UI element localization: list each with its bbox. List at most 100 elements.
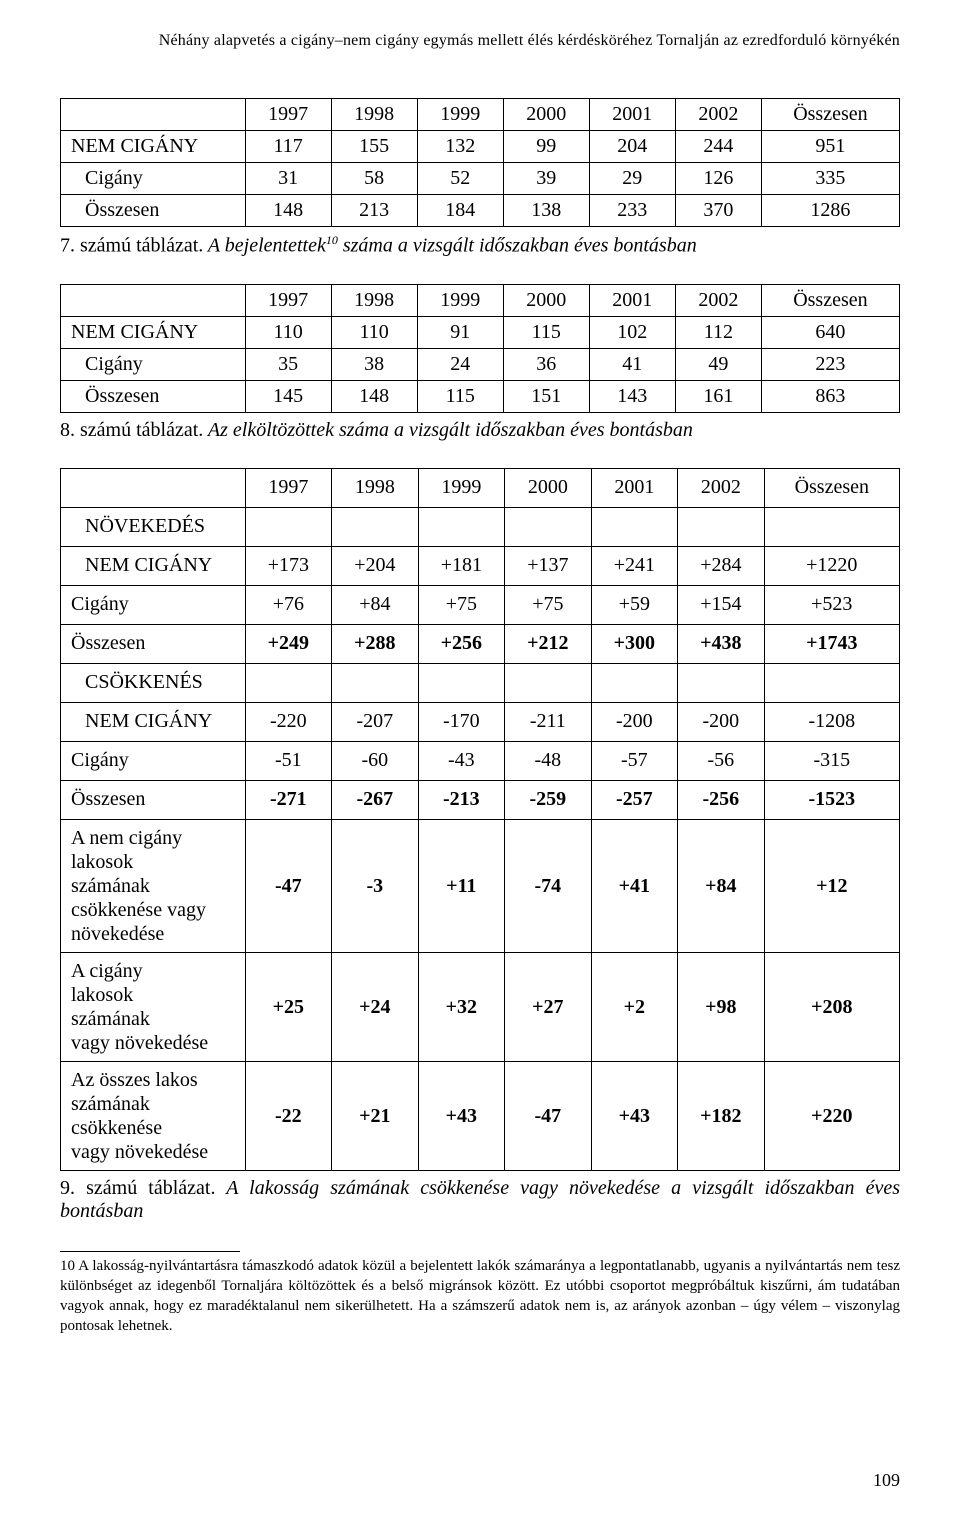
- footnote-text: 10 A lakosság-nyilvántartásra támaszkodó…: [60, 1256, 900, 1337]
- cell: +21: [332, 1061, 419, 1170]
- cell: 117: [245, 131, 331, 163]
- header-empty: [61, 468, 246, 507]
- cell: +75: [505, 585, 592, 624]
- cell: 951: [761, 131, 899, 163]
- cell: -47: [245, 819, 332, 952]
- cell: 29: [589, 163, 675, 195]
- table-7-caption: 7. számú táblázat. A bejelentettek10 szá…: [60, 233, 900, 258]
- cell: -1208: [764, 702, 899, 741]
- cell: 91: [417, 316, 503, 348]
- cell: 204: [589, 131, 675, 163]
- cell: +43: [591, 1061, 678, 1170]
- cell: -267: [332, 780, 419, 819]
- cell: 863: [761, 380, 899, 412]
- cell: +2: [591, 952, 678, 1061]
- cell: +75: [418, 585, 505, 624]
- cell: 35: [245, 348, 331, 380]
- row-label: Cigány: [61, 348, 246, 380]
- caption-prefix: 7. számú táblázat.: [60, 235, 203, 257]
- cell: +25: [245, 952, 332, 1061]
- cell: 24: [417, 348, 503, 380]
- cell: +220: [764, 1061, 899, 1170]
- header-year: 1999: [417, 99, 503, 131]
- cell: +98: [678, 952, 765, 1061]
- cell: 99: [503, 131, 589, 163]
- cell: 36: [503, 348, 589, 380]
- cell: 115: [417, 380, 503, 412]
- header-year: 1997: [245, 284, 331, 316]
- cell: 49: [675, 348, 761, 380]
- cell: 138: [503, 195, 589, 227]
- cell: -200: [591, 702, 678, 741]
- cell: +84: [678, 819, 765, 952]
- cell: -56: [678, 741, 765, 780]
- footnote-marker: 10: [326, 233, 338, 247]
- table-header-row: 1997 1998 1999 2000 2001 2002 Összesen: [61, 468, 900, 507]
- cell: +249: [245, 624, 332, 663]
- table-row: Cigány +76 +84 +75 +75 +59 +154 +523: [61, 585, 900, 624]
- row-label: Összesen: [61, 195, 246, 227]
- table-row: NEM CIGÁNY 110 110 91 115 102 112 640: [61, 316, 900, 348]
- cell: 370: [675, 195, 761, 227]
- cell: -3: [332, 819, 419, 952]
- header-year: 2001: [589, 284, 675, 316]
- section-label: NÖVEKEDÉS: [61, 507, 246, 546]
- row-label: Cigány: [61, 163, 246, 195]
- table-8: 1997 1998 1999 2000 2001 2002 Összesen N…: [60, 284, 900, 413]
- row-label: Összesen: [61, 780, 246, 819]
- header-year: 2000: [503, 99, 589, 131]
- header-year: 1998: [331, 284, 417, 316]
- header-year: 1999: [418, 468, 505, 507]
- table-row-total: Összesen -271 -267 -213 -259 -257 -256 -…: [61, 780, 900, 819]
- table-9: 1997 1998 1999 2000 2001 2002 Összesen N…: [60, 468, 900, 1171]
- row-label: Összesen: [61, 624, 246, 663]
- footnote-separator: [60, 1251, 240, 1252]
- table-row: Cigány 31 58 52 39 29 126 335: [61, 163, 900, 195]
- row-label-multiline: A cigány lakosok számának vagy növekedés…: [61, 952, 246, 1061]
- cell: +300: [591, 624, 678, 663]
- header-year: 2002: [678, 468, 765, 507]
- table-8-caption: 8. számú táblázat. Az elköltözöttek szám…: [60, 419, 900, 442]
- caption-text: száma a vizsgált időszakban éves bontásb…: [338, 235, 697, 257]
- cell: 143: [589, 380, 675, 412]
- cell: +11: [418, 819, 505, 952]
- cell: 148: [331, 380, 417, 412]
- caption-prefix: 8. számú táblázat.: [60, 419, 203, 441]
- cell: 41: [589, 348, 675, 380]
- cell: 223: [761, 348, 899, 380]
- row-label: NEM CIGÁNY: [61, 702, 246, 741]
- table-row: NEM CIGÁNY 117 155 132 99 204 244 951: [61, 131, 900, 163]
- cell: +43: [418, 1061, 505, 1170]
- cell: -1523: [764, 780, 899, 819]
- cell: +288: [332, 624, 419, 663]
- cell: -257: [591, 780, 678, 819]
- cell: -211: [505, 702, 592, 741]
- cell: 244: [675, 131, 761, 163]
- cell: 39: [503, 163, 589, 195]
- cell: -57: [591, 741, 678, 780]
- cell: 335: [761, 163, 899, 195]
- header-total: Összesen: [764, 468, 899, 507]
- cell: +59: [591, 585, 678, 624]
- header-empty: [61, 284, 246, 316]
- cell: 115: [503, 316, 589, 348]
- cell: -74: [505, 819, 592, 952]
- row-label: NEM CIGÁNY: [61, 316, 246, 348]
- header-year: 2000: [503, 284, 589, 316]
- row-label-multiline: Az összes lakos számának csökkenése vagy…: [61, 1061, 246, 1170]
- cell: 110: [245, 316, 331, 348]
- cell: +182: [678, 1061, 765, 1170]
- cell: +41: [591, 819, 678, 952]
- header-year: 2002: [675, 284, 761, 316]
- cell: 161: [675, 380, 761, 412]
- header-year: 1998: [331, 99, 417, 131]
- cell: -170: [418, 702, 505, 741]
- cell: -315: [764, 741, 899, 780]
- summary-row-nonroma: A nem cigány lakosok számának csökkenése…: [61, 819, 900, 952]
- cell: 155: [331, 131, 417, 163]
- cell: 145: [245, 380, 331, 412]
- header-year: 1997: [245, 99, 331, 131]
- cell: -47: [505, 1061, 592, 1170]
- cell: +256: [418, 624, 505, 663]
- section-row-decline: CSÖKKENÉS: [61, 663, 900, 702]
